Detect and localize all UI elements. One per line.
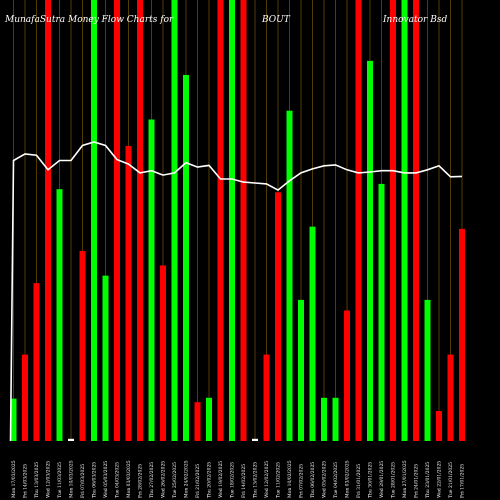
x-tick-label: Thu 23/01/2025 ⁠ bbox=[425, 460, 431, 498]
x-tick-label: Fri 07/03/2025 ⁠ bbox=[80, 462, 86, 498]
bar-up bbox=[229, 0, 235, 441]
x-tick-label: Fri 21/02/2025 ⁠ bbox=[195, 462, 201, 498]
x-tick-label: Wed 22/01/2025 ⁠ bbox=[437, 459, 443, 498]
x-tick-label: Tue 21/01/2025 ⁠ bbox=[448, 461, 454, 498]
bar-up bbox=[424, 299, 431, 441]
bar-down bbox=[125, 145, 132, 441]
chart-title-name: Innovator Bsd bbox=[382, 15, 447, 25]
x-tick-label: Thu 30/01/2025 ⁠ bbox=[368, 460, 374, 498]
x-tick-label: Thu 20/02/2025 ⁠ bbox=[207, 460, 213, 498]
bar-flat bbox=[252, 438, 258, 441]
x-tick-label: Mon 10/02/2025 ⁠ bbox=[287, 459, 293, 498]
bar-up bbox=[171, 0, 178, 441]
bar-down bbox=[390, 0, 396, 441]
bar-up bbox=[56, 189, 63, 441]
bar-up bbox=[378, 183, 385, 441]
bar-down bbox=[45, 0, 51, 441]
bar-down bbox=[344, 310, 350, 441]
bar-down bbox=[459, 228, 465, 441]
bar-down bbox=[79, 250, 86, 441]
x-tick-label: Mon 17/03/2025 ⁠ bbox=[11, 459, 17, 498]
bar-down bbox=[240, 0, 247, 441]
x-tick-label: Wed 12/02/2025 ⁠ bbox=[264, 459, 270, 498]
bar-down bbox=[436, 411, 442, 441]
x-tick-label: Thu 06/03/2025 ⁠ bbox=[92, 460, 98, 498]
bar-up bbox=[206, 397, 212, 441]
chart-title-symbol: BOUT bbox=[261, 15, 291, 25]
bar-down bbox=[22, 354, 28, 441]
bar-down bbox=[114, 0, 120, 441]
x-tick-label: Mon 03/02/2025 ⁠ bbox=[345, 459, 351, 498]
bar-up bbox=[401, 0, 408, 441]
x-tick-label: Wed 05/02/2025 ⁠ bbox=[322, 459, 328, 498]
bar-down bbox=[263, 354, 270, 441]
x-tick-labels: Mon 17/03/2025 ⁠ Fri 14/03/2025 ⁠ Thu 13/0… bbox=[11, 459, 466, 498]
x-tick-label: Wed 29/01/2025 ⁠ bbox=[379, 459, 385, 498]
bar-up bbox=[286, 110, 293, 441]
x-tick-label: Thu 13/03/2025 ⁠ bbox=[34, 460, 40, 498]
bar-up bbox=[183, 74, 189, 441]
x-tick-label: Wed 26/02/2025 ⁠ bbox=[161, 459, 167, 498]
bar-down bbox=[137, 0, 143, 441]
bar-up bbox=[10, 398, 17, 441]
bar-up bbox=[102, 275, 109, 441]
x-tick-label: Fri 07/02/2025 ⁠ bbox=[299, 462, 305, 498]
x-tick-label: Mon 10/03/2025 ⁠ bbox=[69, 459, 75, 498]
x-tick-label: Mon 24/02/2025 ⁠ bbox=[184, 459, 190, 498]
bar-up bbox=[309, 226, 316, 441]
money-flow-line bbox=[9, 141, 463, 442]
bar-up bbox=[91, 0, 97, 441]
bar-down bbox=[33, 283, 40, 441]
bars bbox=[10, 0, 465, 442]
bar-down bbox=[194, 402, 201, 441]
bar-down bbox=[160, 265, 166, 441]
x-tick-label: Tue 04/02/2025 ⁠ bbox=[333, 461, 339, 498]
bar-up bbox=[332, 397, 339, 441]
bar-flat bbox=[68, 438, 74, 441]
x-tick-label: Fri 14/02/2025 ⁠ bbox=[241, 462, 247, 498]
bar-down bbox=[355, 0, 362, 441]
x-tick-label: Tue 28/01/2025 ⁠ bbox=[391, 461, 397, 498]
x-tick-label: Fri 31/01/2025 ⁠ bbox=[356, 462, 362, 498]
x-tick-label: Wed 05/03/2025 ⁠ bbox=[103, 459, 109, 498]
x-tick-label: Fri 14/03/2025 ⁠ bbox=[23, 462, 29, 498]
x-tick-label: Thu 13/02/2025 ⁠ bbox=[253, 460, 259, 498]
x-tick-label: Thu 06/02/2025 ⁠ bbox=[310, 460, 316, 498]
x-tick-label: Tue 11/02/2025 ⁠ bbox=[276, 461, 282, 498]
x-tick-label: Fri 28/02/2025 ⁠ bbox=[138, 462, 144, 498]
x-tick-label: Fri 24/01/2025 ⁠ bbox=[414, 462, 420, 498]
x-tick-label: Wed 19/02/2025 ⁠ bbox=[218, 459, 224, 498]
x-tick-label: Tue 18/02/2025 ⁠ bbox=[230, 461, 236, 498]
x-tick-label: Wed 12/03/2025 ⁠ bbox=[46, 459, 52, 498]
x-tick-label: Tue 11/03/2025 ⁠ bbox=[57, 461, 63, 498]
bar-up bbox=[321, 397, 327, 441]
x-tick-label: Mon 03/03/2025 ⁠ bbox=[126, 459, 132, 498]
bar-up bbox=[367, 60, 373, 441]
x-tick-label: Thu 27/02/2025 ⁠ bbox=[149, 460, 155, 498]
chart-title: MunafaSutra Money Flow Charts for bbox=[4, 15, 174, 25]
x-tick-label: Tue 25/02/2025 ⁠ bbox=[172, 461, 178, 498]
bar-down bbox=[217, 0, 224, 441]
bar-up bbox=[148, 119, 155, 442]
x-tick-label: Tue 04/03/2025 ⁠ bbox=[115, 461, 121, 498]
x-tick-label: Mon 27/01/2025 ⁠ bbox=[402, 459, 408, 498]
bar-down bbox=[413, 0, 419, 441]
bar-down bbox=[447, 354, 454, 441]
bar-up bbox=[298, 299, 304, 441]
bar-down bbox=[275, 192, 281, 441]
x-tick-label: Fri 17/01/2025 ⁠ bbox=[460, 462, 466, 498]
